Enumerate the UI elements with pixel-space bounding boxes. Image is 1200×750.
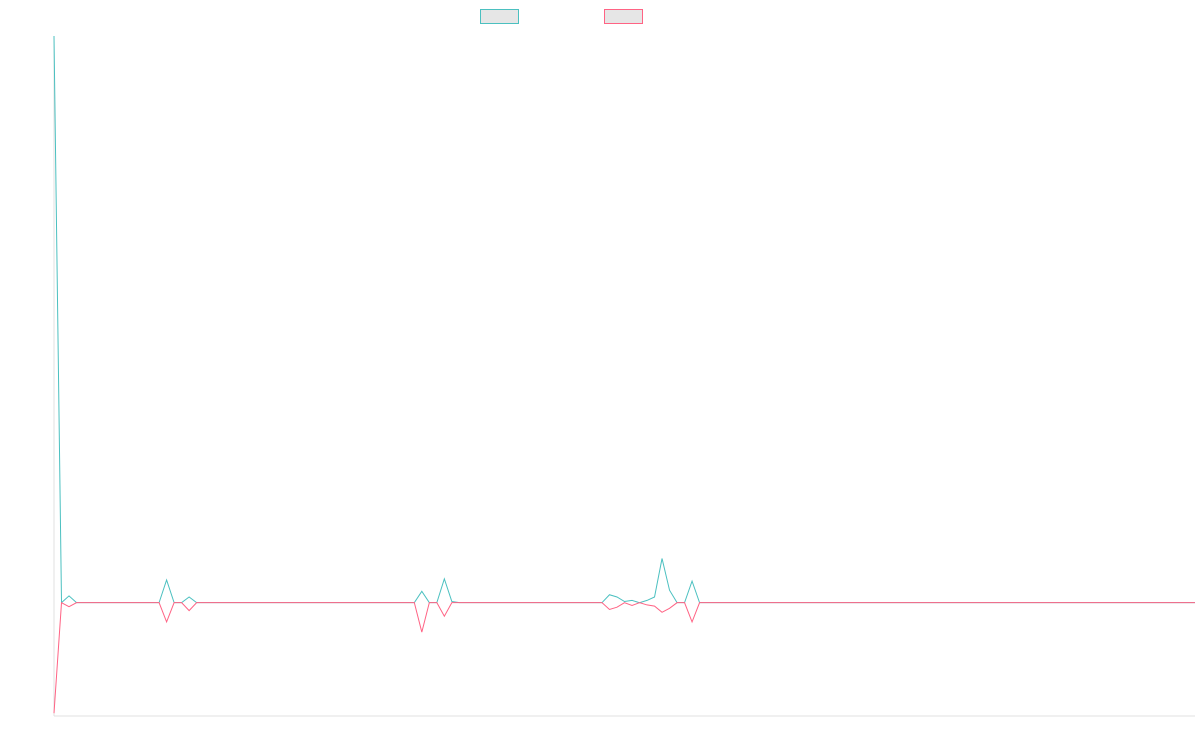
series-line-1 bbox=[53, 35, 1195, 604]
legend-item-series-1[interactable] bbox=[480, 9, 525, 24]
legend-item-series-2[interactable] bbox=[604, 9, 649, 24]
legend-swatch-series-2 bbox=[604, 9, 643, 24]
chart-legend bbox=[0, 9, 1200, 27]
series-line-2 bbox=[53, 601, 1195, 714]
axes bbox=[53, 36, 1195, 717]
legend-swatch-series-1 bbox=[480, 9, 519, 24]
